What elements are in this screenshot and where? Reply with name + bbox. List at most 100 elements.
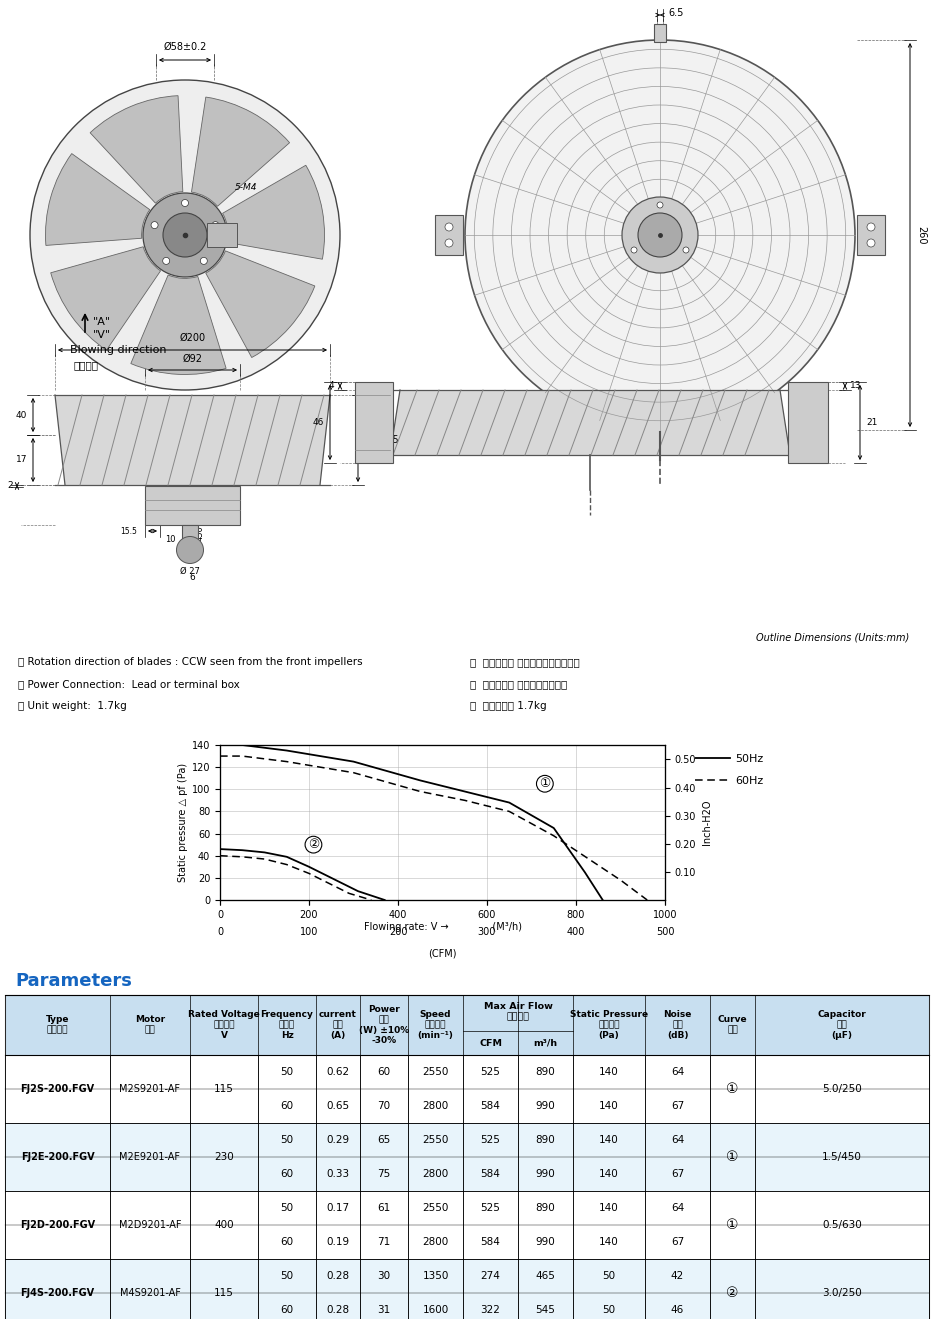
Text: 吹風方向: 吹風方向 (73, 360, 98, 371)
Text: 322: 322 (481, 1304, 501, 1315)
Text: 0.17: 0.17 (327, 1203, 349, 1213)
Text: 140: 140 (599, 1067, 619, 1078)
Text: 450: 450 (195, 525, 205, 541)
Text: ①: ① (727, 1082, 739, 1096)
Text: Capacitor
電容
(μF): Capacitor 電容 (μF) (817, 1010, 867, 1039)
Circle shape (445, 239, 453, 247)
Circle shape (465, 40, 855, 430)
Text: 0.29: 0.29 (327, 1136, 349, 1145)
Text: Curve
曲線: Curve 曲線 (717, 1016, 747, 1034)
Text: 140: 140 (599, 1169, 619, 1179)
Text: 42: 42 (671, 1272, 684, 1281)
Text: 2550: 2550 (422, 1203, 448, 1213)
Text: 0.5/630: 0.5/630 (822, 1220, 862, 1231)
Circle shape (657, 202, 663, 208)
Text: 67: 67 (671, 1237, 684, 1246)
Text: 584: 584 (481, 1101, 501, 1111)
Text: 3.0/250: 3.0/250 (822, 1287, 862, 1298)
Circle shape (445, 223, 453, 231)
Text: 2800: 2800 (422, 1101, 448, 1111)
Text: ①: ① (539, 777, 550, 790)
Text: Ⓐ Rotation direction of blades : CCW seen from the front impellers: Ⓐ Rotation direction of blades : CCW see… (18, 657, 362, 667)
Text: Motor
電機: Motor 電機 (134, 1016, 165, 1034)
Text: 50: 50 (280, 1272, 293, 1281)
Text: Blowing direction: Blowing direction (70, 346, 166, 355)
Text: Static Pressure
最大靜壓
(Pa): Static Pressure 最大靜壓 (Pa) (570, 1010, 648, 1039)
Text: 0.33: 0.33 (327, 1169, 349, 1179)
Text: Speed
回轉速度
(min⁻¹): Speed 回轉速度 (min⁻¹) (417, 1010, 453, 1039)
Text: 0.19: 0.19 (327, 1237, 349, 1246)
Text: 274: 274 (481, 1272, 501, 1281)
Text: Type
産品型號: Type 産品型號 (46, 1016, 69, 1034)
Text: 584: 584 (481, 1237, 501, 1246)
Text: 115: 115 (214, 1084, 234, 1093)
Text: 50: 50 (280, 1067, 293, 1078)
Text: 31: 31 (377, 1304, 390, 1315)
Text: 465: 465 (535, 1272, 556, 1281)
Text: 990: 990 (535, 1169, 556, 1179)
Text: 64: 64 (671, 1067, 684, 1078)
Text: 230: 230 (214, 1151, 234, 1162)
Text: 0.62: 0.62 (327, 1067, 349, 1078)
Wedge shape (222, 165, 324, 260)
Text: 64: 64 (671, 1136, 684, 1145)
X-axis label: (CFM): (CFM) (429, 948, 457, 958)
Circle shape (631, 247, 637, 253)
Text: M2S9201-AF: M2S9201-AF (120, 1084, 180, 1093)
Text: 67: 67 (671, 1169, 684, 1179)
Circle shape (212, 222, 219, 228)
Text: 1.5/450: 1.5/450 (822, 1151, 862, 1162)
Text: 71: 71 (377, 1237, 390, 1246)
Text: ①: ① (727, 1150, 739, 1163)
Text: 50Hz: 50Hz (735, 754, 763, 764)
Bar (5, 1191, 929, 1260)
Text: 50: 50 (602, 1304, 616, 1315)
Bar (355, 383, 393, 463)
Bar (857, 215, 885, 255)
Text: 2550: 2550 (422, 1067, 448, 1078)
Y-axis label: Inch-H2O: Inch-H2O (701, 799, 712, 845)
Circle shape (163, 212, 207, 257)
Circle shape (163, 257, 170, 264)
Text: 40: 40 (16, 410, 27, 419)
Bar (5, 1260, 929, 1319)
Text: Rated Voltage
額定電壓
V: Rated Voltage 額定電壓 V (188, 1010, 260, 1039)
Wedge shape (191, 98, 290, 206)
Circle shape (867, 223, 875, 231)
Text: 890: 890 (535, 1067, 556, 1078)
Circle shape (867, 239, 875, 247)
Text: 0.28: 0.28 (327, 1272, 349, 1281)
Text: ②: ② (727, 1286, 739, 1301)
Polygon shape (55, 394, 330, 485)
Text: Ø58±0.2: Ø58±0.2 (163, 42, 206, 51)
Text: 2800: 2800 (422, 1169, 448, 1179)
Text: Max Air Flow
最大風量: Max Air Flow 最大風量 (484, 1002, 552, 1021)
Text: "A": "A" (93, 317, 111, 327)
Text: 70: 70 (377, 1101, 390, 1111)
Text: 67: 67 (671, 1101, 684, 1111)
Text: 15.5: 15.5 (120, 526, 137, 536)
Text: 400: 400 (214, 1220, 234, 1231)
Text: current
電流
(A): current 電流 (A) (319, 1010, 357, 1039)
Text: Outline Dimensions (Units:mm): Outline Dimensions (Units:mm) (756, 632, 909, 642)
Text: 60: 60 (280, 1237, 293, 1246)
Y-axis label: Static pressure △ pf (Pa): Static pressure △ pf (Pa) (177, 762, 188, 882)
Bar (788, 383, 828, 463)
Text: Ø200: Ø200 (179, 332, 205, 343)
Text: 60: 60 (280, 1101, 293, 1111)
Text: M2D9201-AF: M2D9201-AF (119, 1220, 181, 1231)
Text: 140: 140 (599, 1237, 619, 1246)
Text: FJ2S-200.FGV: FJ2S-200.FGV (21, 1084, 94, 1093)
Text: 5.0/250: 5.0/250 (822, 1084, 862, 1093)
Text: 890: 890 (535, 1203, 556, 1213)
Text: Power
功率
(W) ±10%
-30%: Power 功率 (W) ±10% -30% (359, 1005, 409, 1045)
Text: 65: 65 (377, 1136, 390, 1145)
Wedge shape (50, 247, 161, 351)
Text: 140: 140 (599, 1101, 619, 1111)
Circle shape (181, 199, 189, 207)
Text: ①: ① (727, 1217, 739, 1232)
Text: 13: 13 (850, 381, 861, 390)
Text: M2E9201-AF: M2E9201-AF (120, 1151, 180, 1162)
Circle shape (30, 80, 340, 390)
Text: 60: 60 (280, 1169, 293, 1179)
